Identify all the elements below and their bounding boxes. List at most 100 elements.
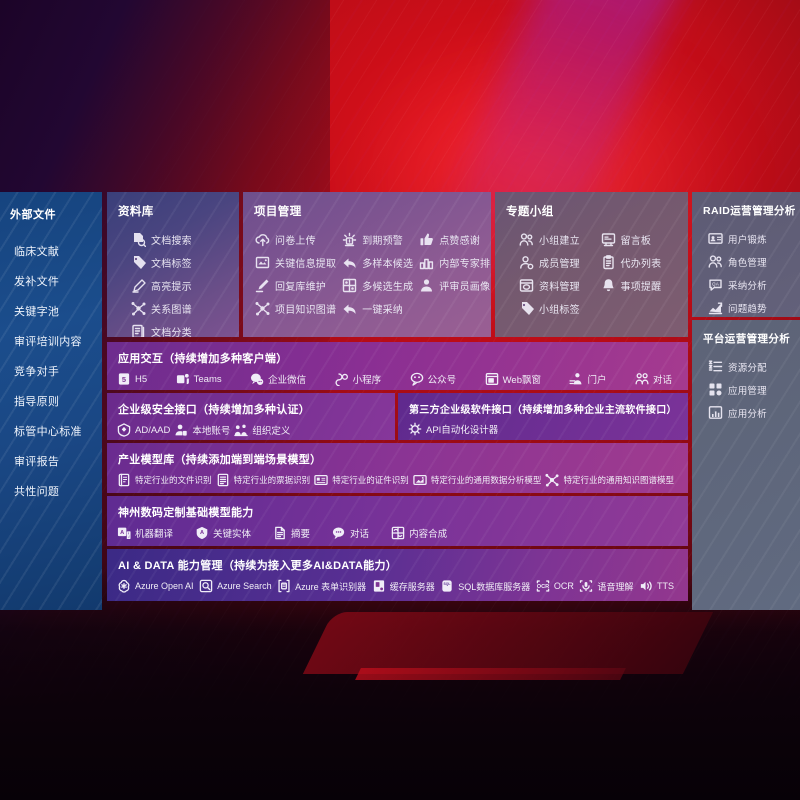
item-企业微信[interactable]: 企业微信 [250,372,306,386]
item-留言板[interactable]: 留言板 [599,228,681,251]
item-对话[interactable]: 对话 [332,526,369,540]
background-accent-shape-2 [355,668,626,680]
svg-text:5: 5 [122,375,126,384]
item-label: 语音理解 [597,581,634,592]
panel-grid-platform-analysis: 资源分配 应用管理 应用分析 [692,346,800,432]
item-关键实体[interactable]: A 关键实体 [195,526,251,540]
item-AD/AAD[interactable]: AD/AAD [117,423,170,437]
item-特定行业的文件识别[interactable]: 特定行业的文件识别 [117,473,212,487]
item-评审员画像[interactable]: 评审员画像 [417,274,491,297]
item-高亮提示[interactable]: 高亮提示 [129,274,231,297]
item-代办列表[interactable]: 代办列表 [599,251,681,274]
item-点赞感谢[interactable]: 点赞感谢 [417,228,491,251]
item-文档搜索[interactable]: 文档搜索 [129,228,231,251]
sidebar-item-7[interactable]: 标管中心标准 [14,426,82,438]
item-内容合成[interactable]: 内容合成 [391,526,447,540]
item-关键信息提取[interactable]: 关键信息提取 [253,251,338,274]
item-特定行业的通用知识图谱模型[interactable]: 特定行业的通用知识图谱模型 [545,473,674,487]
item-多样本候选[interactable]: 多样本候选 [340,251,415,274]
item-label: 小程序 [352,375,382,386]
item-label: AD/AAD [135,424,171,436]
item-问卷上传[interactable]: 问卷上传 [253,228,338,251]
item-特定行业的通用数据分析模型[interactable]: 特定行业的通用数据分析模型 [413,473,541,487]
person-portrait-icon [419,278,434,293]
portal-icon [569,372,583,386]
entity-tag-icon: A [195,526,209,540]
receipt-recognize-icon [216,473,230,487]
item-采纳分析[interactable]: QA 采纳分析 [706,273,792,296]
openai-icon [117,579,131,593]
item-资源分配[interactable]: 资源分配 [706,355,792,378]
sidebar-item-8[interactable]: 审评报告 [14,456,60,468]
item-label: Azure 表单识别器 [295,581,367,592]
sidebar-item-1[interactable]: 临床文献 [14,246,60,258]
item-Azure Search[interactable]: Azure Search [199,579,272,593]
item-对话[interactable]: 对话 [635,372,672,386]
item-事项提醒[interactable]: 事项提醒 [599,274,681,297]
item-项目知识图谱[interactable]: 项目知识图谱 [253,297,338,320]
item-成员管理[interactable]: 成员管理 [517,251,599,274]
item-一键采纳[interactable]: 一键采纳 [340,297,415,320]
item-问题趋势[interactable]: 问题趋势 [706,296,792,317]
item-小组标签[interactable]: 小组标签 [517,297,599,320]
item-公众号[interactable]: 公众号 [410,372,456,386]
item-SQL数据库服务器[interactable]: SQL SQL数据库服务器 [440,579,530,593]
item-小组建立[interactable]: 小组建立 [517,228,599,251]
item-资料管理[interactable]: 资料管理 [517,274,599,297]
item-门户[interactable]: 门户 [569,372,606,386]
item-Azure 表单识别器[interactable]: Azure 表单识别器 [277,579,366,593]
item-label: 采纳分析 [728,280,767,292]
item-语音理解[interactable]: 语音理解 [579,579,633,593]
item-小程序[interactable]: 小程序 [335,372,382,386]
item-label: 企业微信 [268,375,307,386]
sidebar-item-3[interactable]: 关键字池 [14,306,60,318]
item-TTS[interactable]: TTS [639,579,674,593]
panel-title-topic-group: 专题小组 [506,206,554,218]
item-特定行业的证件识别[interactable]: 特定行业的证件识别 [314,473,409,487]
item-关系图谱[interactable]: 关系图谱 [129,297,231,320]
item-多候选生成[interactable]: 多候选生成 [340,274,415,297]
item-文档分类[interactable]: 文档分类 [129,320,231,337]
sidebar-title: 外部文件 [10,209,56,221]
band-title-ai-data-capability: AI & DATA 能力管理（持续为接入更多AI&DATA能力） [118,560,398,572]
item-摘要[interactable]: 摘要 [273,526,310,540]
item-Teams[interactable]: Teams [176,372,222,386]
item-机器翻译[interactable]: A 机器翻译 [117,526,173,540]
panel-title-project-management: 项目管理 [254,206,302,218]
arrow-back-icon [342,255,357,270]
band-title-enterprise-security: 企业级安全接口（持续增加多种认证） [118,404,311,416]
item-文档标签[interactable]: 文档标签 [129,251,231,274]
panel-raid-analysis: RAID运营管理分析 用户锻炼 角色管理 QA 采纳分析 问题趋势 [692,192,800,317]
alarm-light-icon [342,232,357,247]
sidebar-item-4[interactable]: 审评培训内容 [14,336,82,348]
item-角色管理[interactable]: 角色管理 [706,250,792,273]
item-组织定义[interactable]: 组织定义 [234,423,290,437]
item-到期预警[interactable]: 到期预警 [340,228,415,251]
sidebar-item-5[interactable]: 竞争对手 [14,366,60,378]
tag-icon [131,255,146,270]
sidebar-item-9[interactable]: 共性问题 [14,486,60,498]
item-label: 文档搜索 [151,236,192,247]
item-用户锻炼[interactable]: 用户锻炼 [706,227,792,250]
item-API自动化设计器[interactable]: API自动化设计器 [408,422,498,436]
item-回复库维护[interactable]: 回复库维护 [253,274,338,297]
item-H5[interactable]: 5 H5 [117,372,147,386]
local-account-icon [174,423,188,437]
app-grid-icon [708,382,723,397]
band-title-third-party-interface: 第三方企业级软件接口（持续增加多种企业主流软件接口） [409,405,677,416]
item-缓存服务器[interactable]: 缓存服务器 [372,579,435,593]
item-特定行业的票据识别[interactable]: 特定行业的票据识别 [216,473,310,487]
item-应用管理[interactable]: 应用管理 [706,378,792,401]
item-label: Web飘窗 [502,375,541,386]
item-Web飘窗[interactable]: Web飘窗 [485,372,541,386]
item-label: 角色管理 [728,257,767,269]
item-OCR[interactable]: OCR OCR [536,579,574,593]
item-label: 问卷上传 [275,236,316,247]
item-Azure Open AI[interactable]: Azure Open AI [117,579,194,593]
sidebar-item-6[interactable]: 指导原则 [14,396,60,408]
item-应用分析[interactable]: 应用分析 [706,401,792,424]
item-内部专家排名[interactable]: 内部专家排名 [417,251,491,274]
item-label: 缓存服务器 [389,581,435,592]
sidebar-item-2[interactable]: 发补文件 [14,276,60,288]
item-本地账号[interactable]: 本地账号 [174,423,230,437]
